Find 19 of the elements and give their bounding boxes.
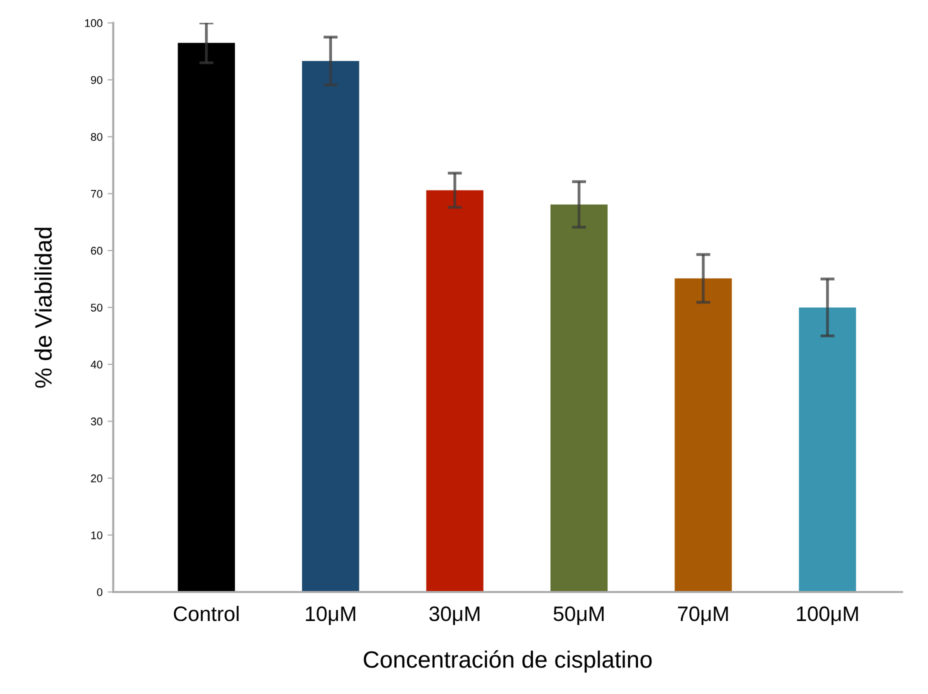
y-tick-label: 60 xyxy=(91,246,102,255)
y-tick-label: 10 xyxy=(91,531,102,540)
y-tick-label: 30 xyxy=(90,418,102,426)
y-tick-label: 100 xyxy=(85,19,102,28)
y-tick-label: 90 xyxy=(90,76,102,84)
y-axis-title: % de Viabilidad xyxy=(34,228,52,388)
x-tick-label: 30μM xyxy=(429,606,480,625)
y-tick-label: 20 xyxy=(91,474,102,482)
x-tick-label: 10μM xyxy=(306,606,356,625)
x-tick-label: 50μM xyxy=(554,606,604,625)
y-tick-label: 0 xyxy=(97,588,102,596)
x-tick-label: 70μM xyxy=(678,606,728,625)
x-tick-label: Control xyxy=(174,606,239,622)
y-tick-label: 40 xyxy=(90,360,102,368)
x-axis-title: Concentración de cisplatino xyxy=(364,650,652,673)
y-tick-label: 50 xyxy=(90,304,102,312)
y-tick-label: 80 xyxy=(90,132,102,141)
x-tick-label: 100μM xyxy=(797,606,858,625)
y-tick-label: 70 xyxy=(91,190,102,198)
